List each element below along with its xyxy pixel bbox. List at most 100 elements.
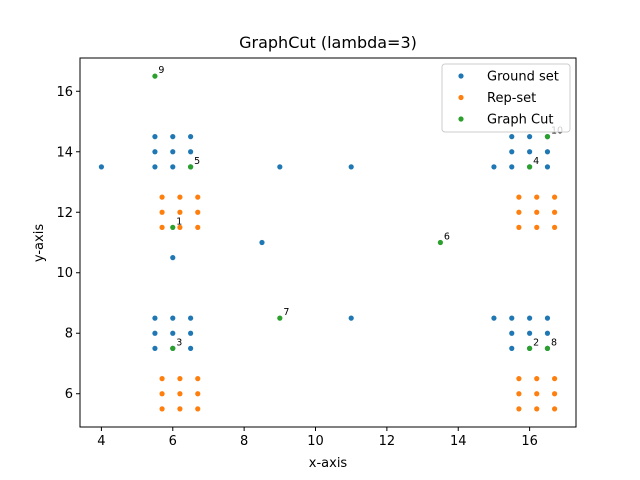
series-ground-set [98, 134, 551, 351]
data-point [544, 134, 551, 140]
data-point [544, 345, 551, 351]
data-point [188, 164, 194, 170]
point-annotation: 6 [444, 232, 450, 243]
data-point [152, 73, 158, 79]
data-point [259, 239, 265, 246]
data-point [509, 164, 515, 170]
point-annotation: 4 [533, 156, 539, 167]
data-point [534, 209, 540, 215]
data-point [509, 149, 515, 155]
data-point [170, 224, 176, 230]
y-axis-label: y-axis [32, 224, 47, 262]
legend: Ground set Rep-set Graph Cut [441, 63, 571, 133]
data-point [177, 194, 183, 200]
data-point [170, 345, 176, 351]
data-point [195, 194, 201, 200]
legend-marker [458, 73, 464, 79]
x-axis-ticks: 4 6 8 10 12 14 16 [97, 427, 538, 449]
data-point [527, 134, 533, 140]
data-point [277, 164, 283, 170]
data-point [534, 376, 540, 382]
x-tick-label: 6 [169, 434, 177, 449]
data-point [491, 315, 497, 321]
data-point [509, 330, 515, 336]
x-tick-label: 4 [97, 434, 105, 449]
data-point [491, 164, 497, 170]
series-rep-set [159, 194, 558, 412]
data-point [98, 164, 105, 170]
data-point [551, 376, 558, 382]
data-point [509, 134, 515, 140]
point-annotation: 9 [158, 65, 164, 76]
data-point [188, 315, 194, 321]
data-point [170, 149, 176, 155]
data-point [348, 164, 354, 170]
data-point [534, 406, 540, 412]
data-point [177, 376, 183, 382]
y-tick-label: 12 [56, 206, 73, 221]
x-tick-label: 12 [379, 434, 396, 449]
data-point [195, 209, 201, 215]
data-point [188, 134, 194, 140]
data-point [188, 149, 194, 155]
data-point [159, 391, 165, 397]
data-point [516, 194, 522, 200]
data-point [551, 391, 558, 397]
data-point [534, 391, 540, 397]
data-point [534, 194, 540, 200]
data-point [527, 164, 533, 170]
data-point [195, 391, 201, 397]
data-point [170, 255, 176, 261]
data-point [159, 224, 165, 230]
y-tick-label: 14 [56, 145, 73, 160]
data-point [159, 376, 165, 382]
x-tick-label: 8 [240, 434, 248, 449]
data-point [516, 376, 522, 382]
data-point [159, 209, 165, 215]
data-point [170, 134, 176, 140]
legend-label: Graph Cut [487, 113, 553, 128]
data-point [195, 406, 201, 412]
legend-box [441, 63, 571, 133]
y-tick-label: 6 [65, 387, 73, 402]
y-tick-label: 16 [56, 85, 73, 100]
data-point [544, 315, 551, 321]
point-annotation: 7 [283, 307, 289, 318]
point-annotation: 2 [533, 337, 539, 348]
plot-frame [79, 57, 577, 428]
data-point [551, 209, 558, 215]
data-point [159, 406, 165, 412]
data-point [551, 224, 558, 230]
data-point [527, 345, 533, 351]
data-point [348, 315, 354, 321]
data-point [544, 164, 551, 170]
data-point [516, 406, 522, 412]
data-point [188, 345, 194, 351]
data-point [177, 224, 183, 230]
x-axis-label: x-axis [309, 456, 348, 471]
chart-title: GraphCut (lambda=3) [239, 33, 417, 52]
data-point [509, 315, 515, 321]
data-point [527, 315, 533, 321]
point-annotation: 8 [551, 337, 557, 348]
data-point [152, 345, 158, 351]
data-point [195, 376, 201, 382]
data-point [516, 224, 522, 230]
data-point [177, 209, 183, 215]
y-tick-label: 8 [65, 327, 73, 342]
x-tick-label: 16 [521, 434, 538, 449]
data-point [437, 239, 444, 246]
legend-marker [458, 116, 464, 122]
y-tick-label: 10 [56, 266, 73, 281]
y-axis-ticks: 6 8 10 12 14 16 [56, 85, 80, 402]
legend-label: Rep-set [487, 91, 536, 106]
point-annotation: 5 [194, 156, 200, 167]
data-point [544, 330, 551, 336]
data-point [159, 194, 165, 200]
point-annotation: 1 [176, 216, 182, 227]
data-point [152, 134, 158, 140]
data-point [177, 406, 183, 412]
x-tick-label: 10 [307, 434, 324, 449]
data-point [152, 315, 158, 321]
